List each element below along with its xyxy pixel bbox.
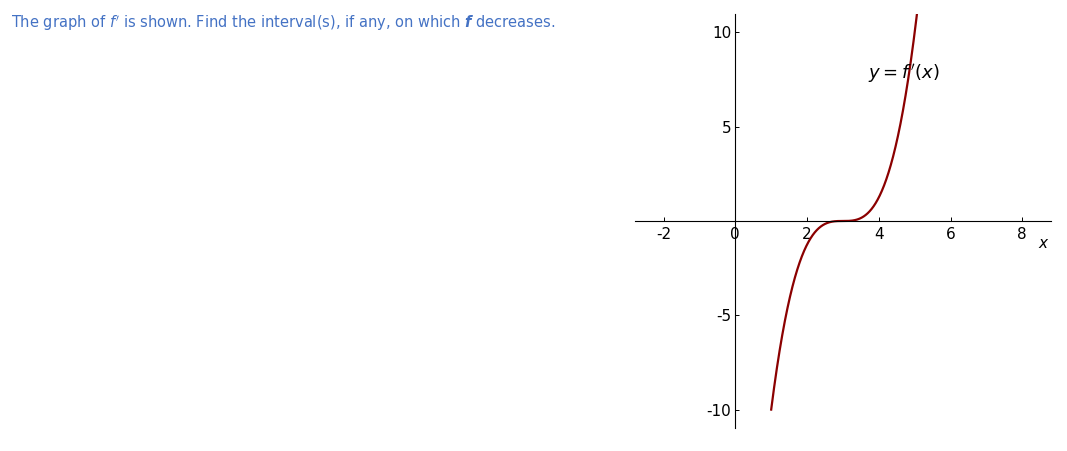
Text: $x$: $x$: [1038, 236, 1050, 251]
Text: $y = f\,'(x)$: $y = f\,'(x)$: [869, 62, 940, 85]
Text: The graph of $\boldsymbol{f'}$ is shown. Find the interval(s), if any, on which : The graph of $\boldsymbol{f'}$ is shown.…: [11, 14, 555, 33]
